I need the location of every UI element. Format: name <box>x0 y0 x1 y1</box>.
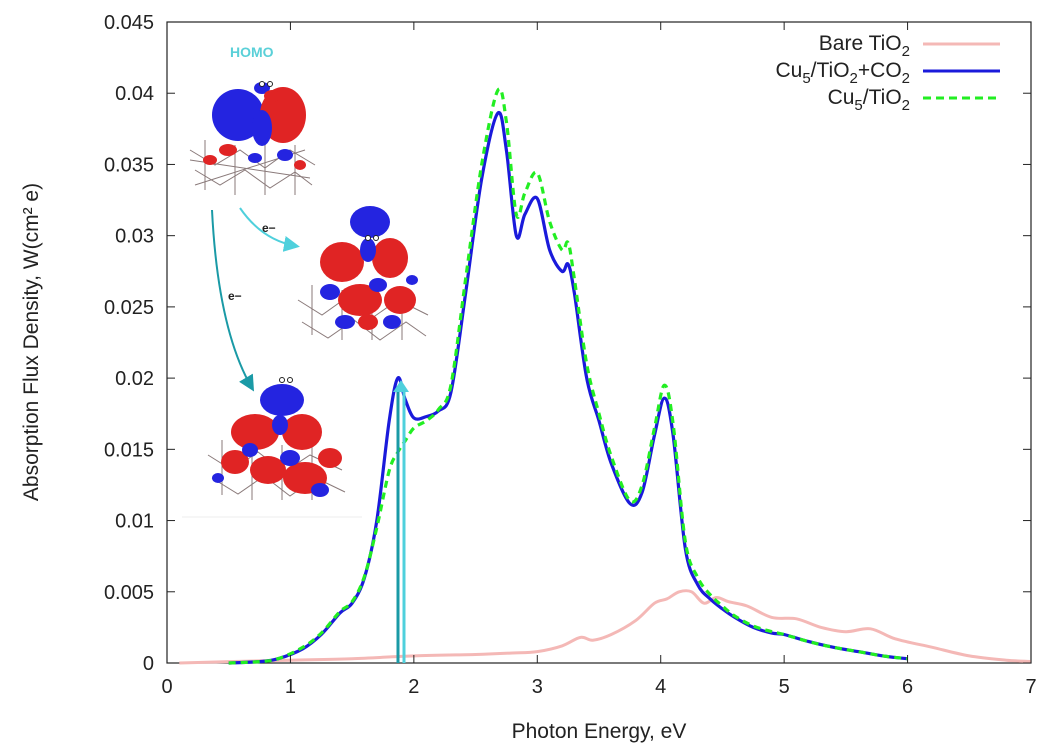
y-tick-label: 0.005 <box>104 582 154 604</box>
homo-label: HOMO <box>230 44 274 60</box>
legend-label-cu5: Cu5/TiO2 <box>828 86 910 114</box>
y-axis-label: Absorption Flux Density, W(cm² e) <box>20 183 43 501</box>
x-axis: 0 1 2 3 4 5 6 7 <box>161 22 1037 698</box>
legend-label-cu5-co2: Cu5/TiO2+CO2 <box>775 59 910 87</box>
transition-arrow-1 <box>239 207 300 252</box>
x-tick-label: 1 <box>285 676 296 698</box>
plot-frame <box>166 21 1032 664</box>
y-tick-label: 0.01 <box>115 511 154 533</box>
legend-label-bare: Bare TiO2 <box>819 32 910 60</box>
y-tick-label: 0.035 <box>104 154 154 176</box>
y-tick-label: 0.045 <box>104 12 154 34</box>
x-tick-label: 2 <box>408 676 419 698</box>
excitation-arrows <box>393 380 409 663</box>
series-layer <box>179 87 1032 665</box>
y-tick-label: 0 <box>143 653 154 675</box>
x-axis-label: Photon Energy, eV <box>512 720 687 743</box>
x-tick-label: 6 <box>902 676 913 698</box>
y-tick-label: 0.025 <box>104 297 154 319</box>
y-tick-label: 0.02 <box>115 368 154 390</box>
homo-orbital-image <box>189 81 316 195</box>
electron-label-2: e− <box>228 289 242 303</box>
y-tick-label: 0.015 <box>104 439 154 461</box>
series-line-bare-tio2 <box>179 589 1032 665</box>
transition-arrow-2 <box>211 209 255 392</box>
orbital-inset: HOMO <box>182 44 429 518</box>
series-line-cu5-tio2-co2 <box>228 110 908 665</box>
y-tick-label: 0.03 <box>115 226 154 248</box>
excited-orbital-image-2 <box>182 377 362 518</box>
x-tick-label: 3 <box>532 676 543 698</box>
x-tick-label: 4 <box>655 676 666 698</box>
x-tick-label: 7 <box>1025 676 1036 698</box>
y-tick-label: 0.04 <box>115 83 154 105</box>
excited-orbital-image-1 <box>297 206 429 341</box>
x-tick-label: 0 <box>161 676 172 698</box>
electron-label-1: e− <box>262 221 276 235</box>
legend: Bare TiO2 Cu5/TiO2+CO2 Cu5/TiO2 <box>775 32 1000 114</box>
series-line-cu5-tio2 <box>228 87 908 665</box>
y-axis: 0 0.005 0.01 0.015 0.02 0.025 0.03 0.035 0.04 0.0… <box>104 12 1031 675</box>
x-tick-label: 5 <box>779 676 790 698</box>
